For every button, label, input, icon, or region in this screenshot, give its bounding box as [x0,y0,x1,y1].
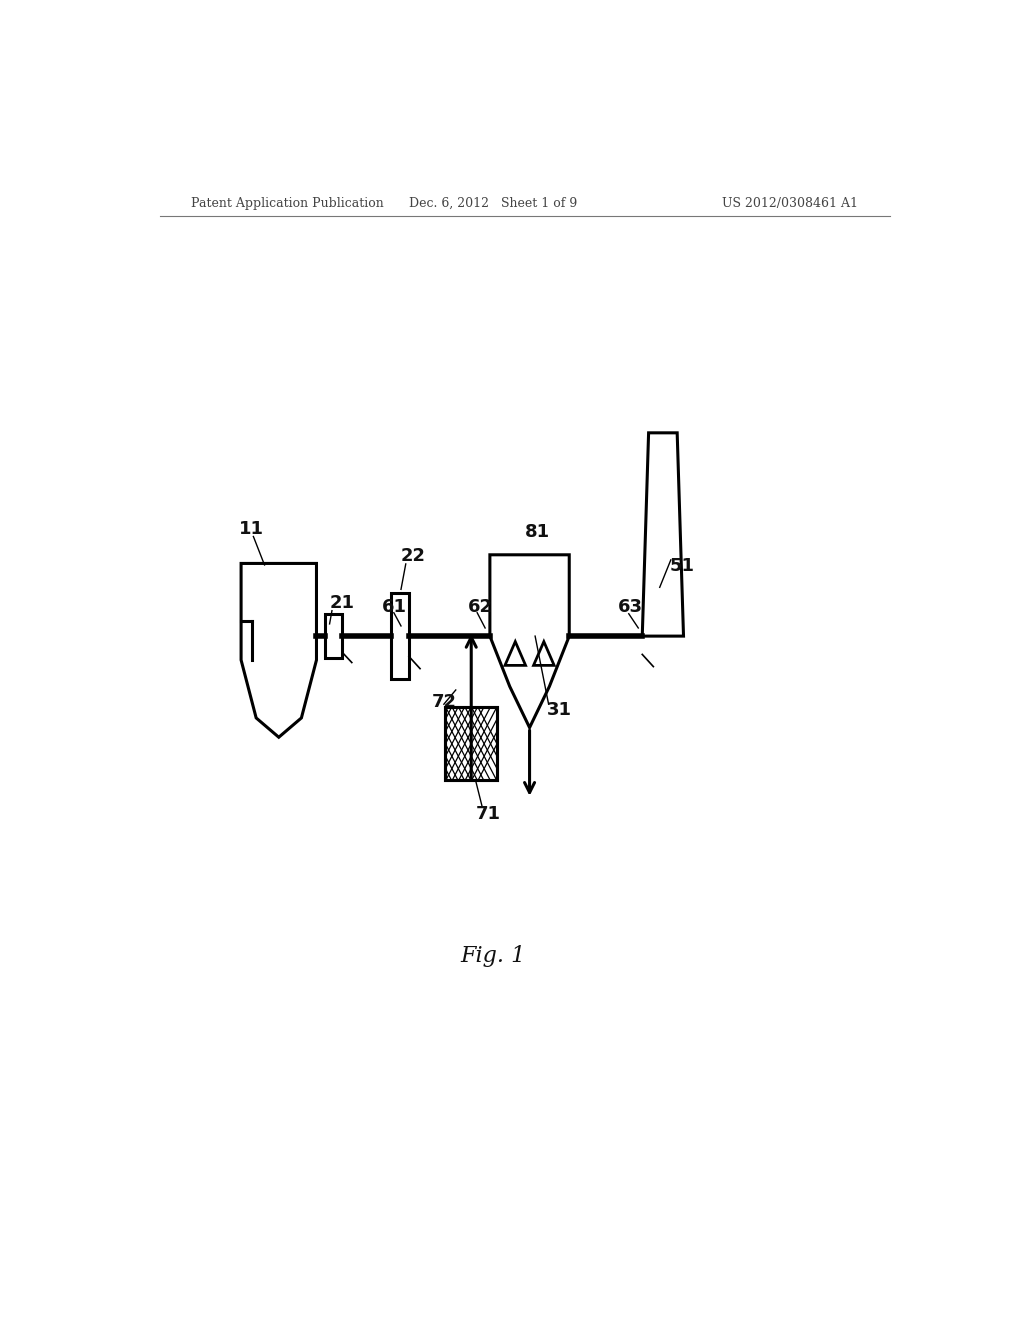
Bar [325,614,342,659]
Text: Dec. 6, 2012   Sheet 1 of 9: Dec. 6, 2012 Sheet 1 of 9 [409,197,578,210]
Bar [445,708,497,780]
Text: 63: 63 [617,598,643,615]
Text: 31: 31 [547,701,572,719]
Text: 51: 51 [670,557,694,576]
Text: 61: 61 [382,598,407,615]
Text: 62: 62 [468,598,493,615]
Text: US 2012/0308461 A1: US 2012/0308461 A1 [722,197,858,210]
Text: 21: 21 [330,594,354,611]
Bar [391,594,409,678]
Bar [445,708,497,780]
Text: 81: 81 [524,523,550,540]
Text: 11: 11 [240,520,264,539]
Text: Patent Application Publication: Patent Application Publication [191,197,384,210]
Bar [445,708,497,780]
Text: Fig. 1: Fig. 1 [461,945,525,968]
Text: 22: 22 [401,546,426,565]
Text: 71: 71 [475,805,501,824]
Text: 72: 72 [432,693,457,711]
